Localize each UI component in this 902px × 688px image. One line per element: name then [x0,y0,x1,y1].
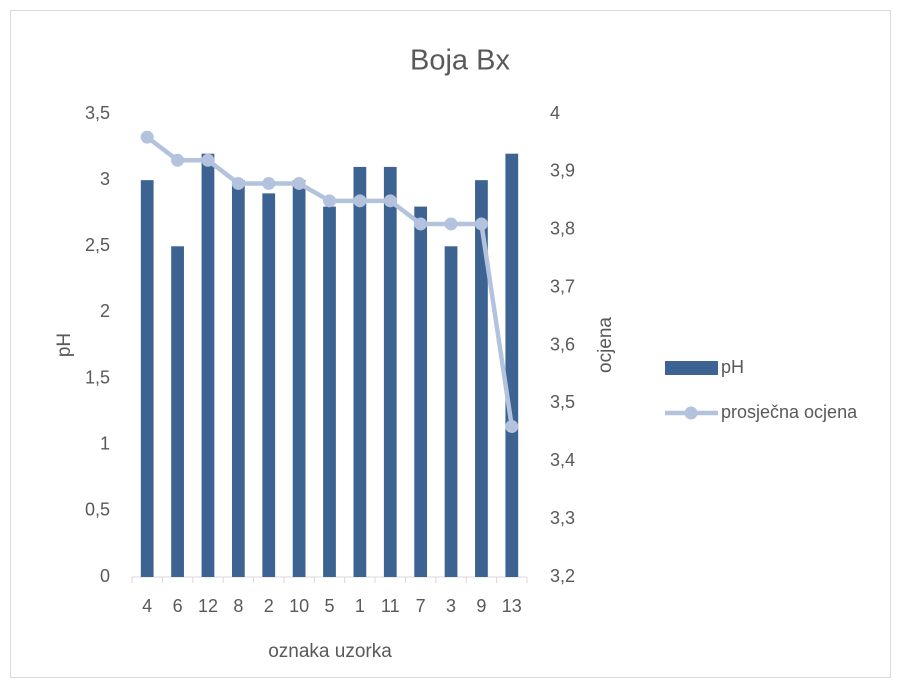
line-point [414,217,428,231]
chart-title: Boja Bx [410,45,510,77]
y2-tick-label: 3,2 [550,566,575,586]
line-point [231,176,245,190]
line-point [474,217,488,231]
bar [140,180,154,577]
y2-tick-label: 3,9 [550,161,575,181]
y-tick-label: 0 [100,566,110,586]
bar [383,166,397,577]
line-point [353,194,367,208]
y-axis-label: pH [54,333,75,357]
x-tick-label: 12 [198,596,218,616]
bar [414,206,428,577]
y2-tick-label: 3,6 [550,334,575,354]
x-tick-label: 13 [502,596,522,616]
x-tick-label: 2 [264,596,274,616]
legend-swatch [684,406,698,420]
y2-tick-label: 3,8 [550,219,575,239]
y2-tick-label: 3,5 [550,392,575,412]
line-point [505,420,519,434]
line-point [444,217,458,231]
x-tick-label: 7 [416,596,426,616]
bar [292,180,306,577]
y-tick-label: 2,5 [85,235,110,255]
bar [353,166,367,577]
bar [505,153,519,577]
y-tick-label: 1,5 [85,367,110,387]
legend-label: prosječna ocjena [721,402,858,422]
x-tick-label: 6 [173,596,183,616]
line-point [171,153,185,167]
x-tick-label: 10 [289,596,309,616]
y-tick-label: 2 [100,301,110,321]
bar [323,206,336,577]
line-point [201,153,215,167]
line-point [262,176,276,190]
bar [231,180,245,577]
line-point [140,130,154,144]
y2-tick-label: 3,4 [550,450,575,470]
x-tick-label: 1 [355,596,365,616]
y-tick-label: 0,5 [85,500,110,520]
x-tick-label: 3 [446,596,456,616]
line-point [383,194,397,208]
x-tick-label: 8 [233,596,243,616]
line-point [323,194,336,208]
y2-tick-label: 4 [550,103,560,123]
bar [262,193,276,577]
y2-tick-label: 3,7 [550,276,575,296]
x-tick-label: 5 [324,596,334,616]
x-axis-label: oznaka uzorka [268,641,392,662]
y2-axis-label: ocjena [595,317,616,373]
y-tick-label: 3,5 [85,103,110,123]
y2-tick-label: 3,3 [550,508,575,528]
y-tick-label: 1 [100,433,110,453]
x-tick-label: 4 [142,596,152,616]
bar [201,153,215,577]
bar [171,246,184,578]
legend-swatch [665,361,718,375]
x-tick-label: 9 [476,596,486,616]
bar [475,180,488,577]
line-point [292,176,306,190]
y-tick-label: 3 [100,169,110,189]
x-tick-label: 11 [381,596,400,616]
bar [444,246,458,578]
legend-label: pH [721,357,744,377]
